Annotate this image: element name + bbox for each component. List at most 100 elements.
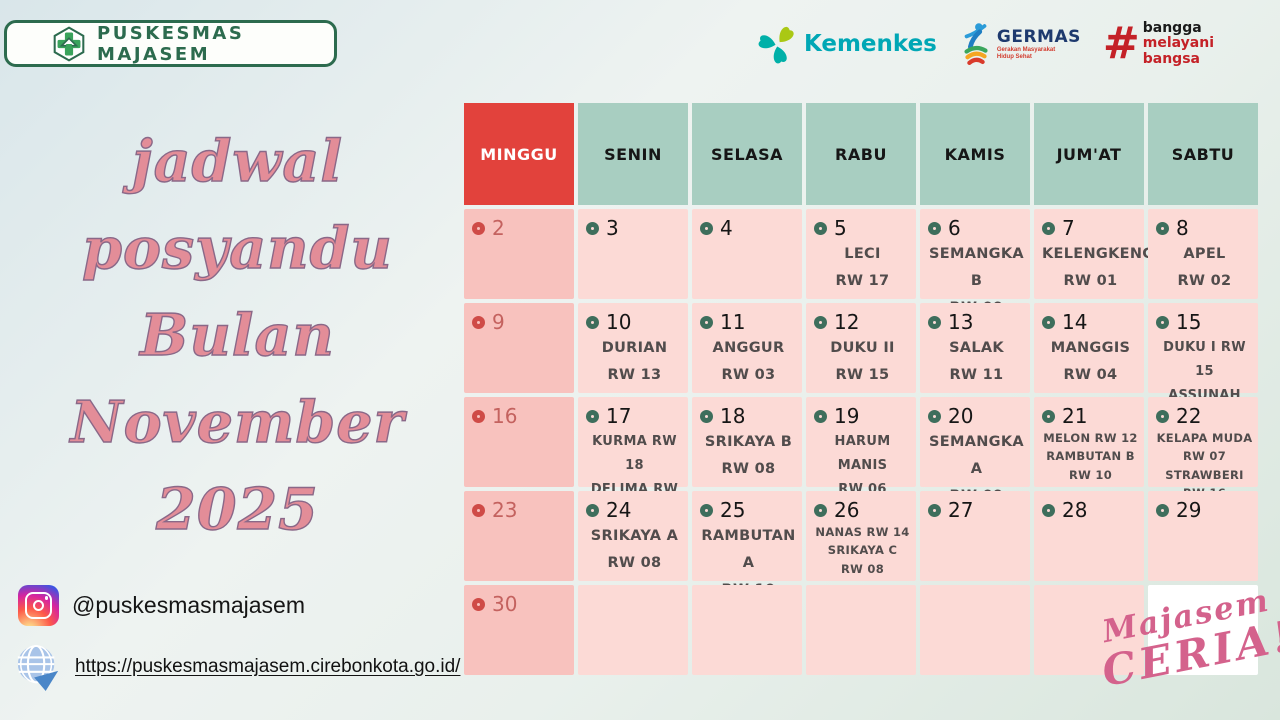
day-ring-icon xyxy=(586,409,599,423)
venue-line: RW 10 xyxy=(1068,467,1113,482)
date-row: 14 xyxy=(1042,310,1139,334)
day-ring-icon xyxy=(472,315,485,329)
globe-icon xyxy=(17,644,59,691)
instagram-handle[interactable]: @puskesmasmajasem xyxy=(72,592,305,618)
date-number: 14 xyxy=(1062,310,1088,334)
date-number: 30 xyxy=(492,592,518,616)
posyandu-venue: SALAK RW 11 xyxy=(928,335,1025,389)
date-number: 11 xyxy=(720,310,746,334)
germas-logo-icon xyxy=(964,23,988,66)
day-ring-icon xyxy=(472,597,485,611)
venue-line: SRIKAYA C xyxy=(827,543,898,558)
venue-line: RW 17 xyxy=(835,272,890,289)
day-header-kamis: KAMIS xyxy=(920,103,1030,205)
calendar-cell-8: 8 APEL RW 02 xyxy=(1148,209,1258,299)
date-number: 20 xyxy=(948,404,974,428)
website-link[interactable]: https://puskesmasmajasem.cirebonkota.go.… xyxy=(75,656,461,677)
venue-line: RW 07 xyxy=(1182,449,1227,464)
day-header-senin: SENIN xyxy=(578,103,688,205)
calendar-cell-7: 7 KELENGKENG RW 01 xyxy=(1034,209,1155,299)
venue-line: LECI xyxy=(844,246,881,262)
day-ring-icon xyxy=(472,503,485,517)
calendar-cell-empty xyxy=(806,585,916,675)
date-row: 18 xyxy=(700,404,797,428)
day-ring-icon xyxy=(472,221,485,235)
date-number: 29 xyxy=(1176,498,1202,522)
day-ring-icon xyxy=(1042,503,1055,517)
date-number: 23 xyxy=(492,498,518,522)
poster-title: jadwal posyandu Bulan November 2025 xyxy=(15,118,460,553)
date-row: 24 xyxy=(586,498,683,522)
calendar-cell-10: 10 DURIAN RW 13 xyxy=(578,303,688,393)
venue-line: RAMBUTAN B xyxy=(1046,449,1135,464)
calendar-cell-28: 28 xyxy=(1034,491,1144,581)
calendar-cell-empty xyxy=(1148,585,1258,675)
germas-label: GERMAS xyxy=(996,27,1081,48)
venue-line: SALAK xyxy=(949,340,1004,356)
day-ring-icon xyxy=(700,503,713,517)
date-number: 3 xyxy=(606,216,619,240)
calendar-cell-26: 26 NANAS RW 14 SRIKAYA C RW 08 xyxy=(806,491,916,581)
calendar-cell-9: 9 xyxy=(464,303,574,393)
date-row: 25 xyxy=(700,498,797,522)
day-ring-icon xyxy=(928,409,941,423)
calendar-cell-19: 19 HARUM MANIS RW 06 xyxy=(806,397,916,497)
day-ring-icon xyxy=(814,503,827,517)
date-number: 26 xyxy=(834,498,860,522)
calendar-cell-4: 4 xyxy=(692,209,802,299)
posyandu-venue: APEL RW 02 xyxy=(1156,241,1253,295)
day-ring-icon xyxy=(1156,409,1169,423)
calendar-cell-29: 29 xyxy=(1148,491,1258,581)
venue-line: RW 03 xyxy=(721,366,776,383)
puskesmas-logo-icon xyxy=(53,25,85,62)
date-row: 28 xyxy=(1042,498,1139,522)
venue-line: KELENGKENG xyxy=(1042,246,1155,262)
calendar-cell-empty xyxy=(578,585,688,675)
posyandu-venue: KELENGKENG RW 01 xyxy=(1042,241,1155,295)
date-row: 26 xyxy=(814,498,911,522)
venue-line: MELON RW 12 xyxy=(1043,431,1138,445)
date-number: 6 xyxy=(948,216,961,240)
date-number: 5 xyxy=(834,216,847,240)
day-header-minggu: MINGGU xyxy=(464,103,574,205)
day-ring-icon xyxy=(928,221,941,235)
venue-line: SRIKAYA B xyxy=(704,434,793,450)
date-row: 6 xyxy=(928,216,1025,240)
day-ring-icon xyxy=(814,315,827,329)
venue-line: DUKU I RW 15 xyxy=(1163,340,1246,380)
day-ring-icon xyxy=(472,409,485,423)
venue-line: RW 11 xyxy=(949,366,1004,383)
day-ring-icon xyxy=(814,409,827,423)
calendar-cell-11: 11 ANGGUR RW 03 xyxy=(692,303,802,393)
day-ring-icon xyxy=(1042,409,1055,423)
day-ring-icon xyxy=(928,503,941,517)
calendar-cell-3: 3 xyxy=(578,209,688,299)
posyandu-venue: SRIKAYA A RW 08 xyxy=(586,523,683,577)
date-row: 20 xyxy=(928,404,1025,428)
day-ring-icon xyxy=(586,503,599,517)
calendar-cell-27: 27 xyxy=(920,491,1030,581)
instagram-icon xyxy=(18,585,59,626)
calendar-cell-empty xyxy=(692,585,802,675)
date-row: 17 xyxy=(586,404,683,428)
bangga-line3: bangsa xyxy=(1142,50,1200,67)
calendar-grid: MINGGU SENIN SELASA RABU KAMIS JUM'AT SABTU 2 3 4… xyxy=(464,103,1258,675)
venue-line: RAMBUTAN A xyxy=(701,528,796,571)
calendar-cell-5: 5 LECI RW 17 xyxy=(806,209,916,299)
day-ring-icon xyxy=(1042,221,1055,235)
date-number: 16 xyxy=(492,404,518,428)
posyandu-venue: DUKU II RW 15 xyxy=(814,335,911,389)
venue-line: DURIAN xyxy=(601,340,668,356)
date-row: 29 xyxy=(1156,498,1253,522)
venue-line: SRIKAYA A xyxy=(590,528,679,544)
date-number: 4 xyxy=(720,216,733,240)
calendar-cell-21: 21 MELON RW 12 RAMBUTAN B RW 10 xyxy=(1034,397,1144,487)
date-row: 23 xyxy=(472,498,569,522)
venue-line: HARUM MANIS xyxy=(834,434,891,474)
date-row: 11 xyxy=(700,310,797,334)
bangga-melayani-bangsa-logo: # bangga melayani bangsa xyxy=(1103,21,1214,66)
